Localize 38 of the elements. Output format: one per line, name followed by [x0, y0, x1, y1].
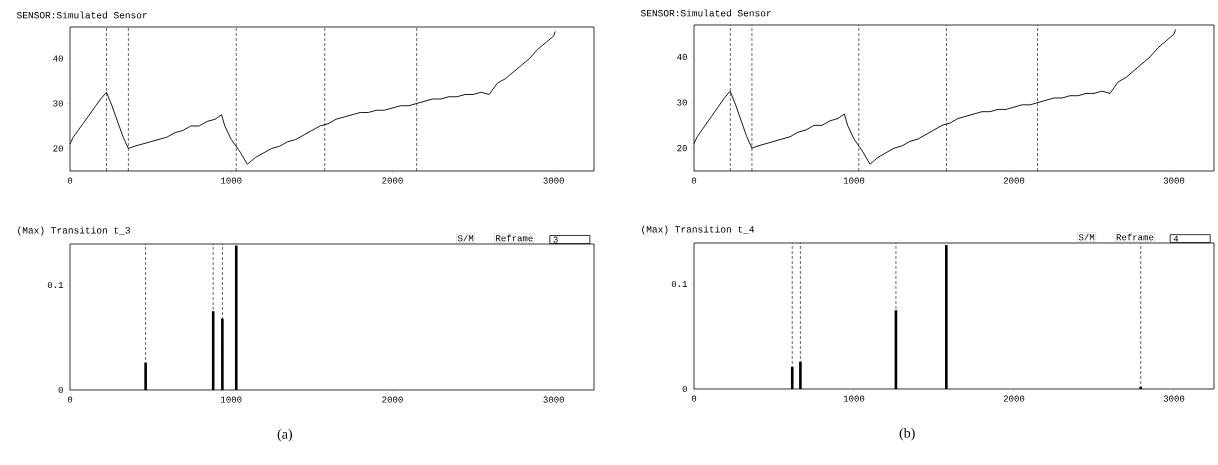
y-tick-label: 20: [53, 145, 63, 152]
x-tick-label: 3000: [1163, 177, 1185, 184]
text: (a): [277, 428, 293, 442]
x-tick-label: 0: [691, 395, 697, 402]
x-tick-label: 2000: [1003, 177, 1025, 184]
x-tick-label: 1000: [221, 396, 242, 403]
text: S/M: [457, 234, 474, 242]
chart-title: (Max) Transition t_3: [18, 226, 130, 236]
text: 4: [1173, 235, 1179, 242]
x-tick-label: 1000: [843, 395, 865, 402]
x-tick-label: 0: [67, 177, 73, 184]
x-tick-label: 2000: [382, 396, 403, 403]
chart-title: SENSOR:Simulated Sensor: [16, 11, 147, 19]
x-tick-label: 3000: [543, 396, 564, 403]
text: Reframe: [1116, 233, 1154, 241]
text: (b): [899, 427, 915, 441]
y-tick-label: 0.1: [671, 280, 688, 288]
x-tick-label: 0: [67, 396, 73, 403]
y-tick-label: 0.1: [47, 281, 64, 289]
y-tick-label: 0: [682, 385, 687, 393]
y-tick-label: 40: [677, 53, 687, 60]
x-tick-label: 1000: [221, 177, 242, 184]
x-tick-label: 3000: [1163, 395, 1185, 402]
x-tick-label: 1000: [843, 177, 865, 184]
text: 3: [553, 236, 558, 243]
x-tick-label: 2000: [382, 177, 403, 184]
x-tick-label: 0: [691, 177, 697, 184]
y-tick-label: 30: [677, 99, 687, 106]
text: Reframe: [496, 234, 533, 242]
y-tick-label: 20: [677, 145, 687, 152]
chart-title: SENSOR:Simulated Sensor: [640, 9, 771, 17]
x-tick-label: 2000: [1003, 395, 1025, 402]
chart-title: (Max) Transition t_4: [642, 225, 755, 235]
text: S/M: [1078, 233, 1095, 241]
x-tick-label: 3000: [543, 177, 564, 184]
y-tick-label: 30: [53, 100, 63, 107]
y-tick-label: 0: [58, 386, 63, 394]
y-tick-label: 40: [53, 55, 63, 62]
